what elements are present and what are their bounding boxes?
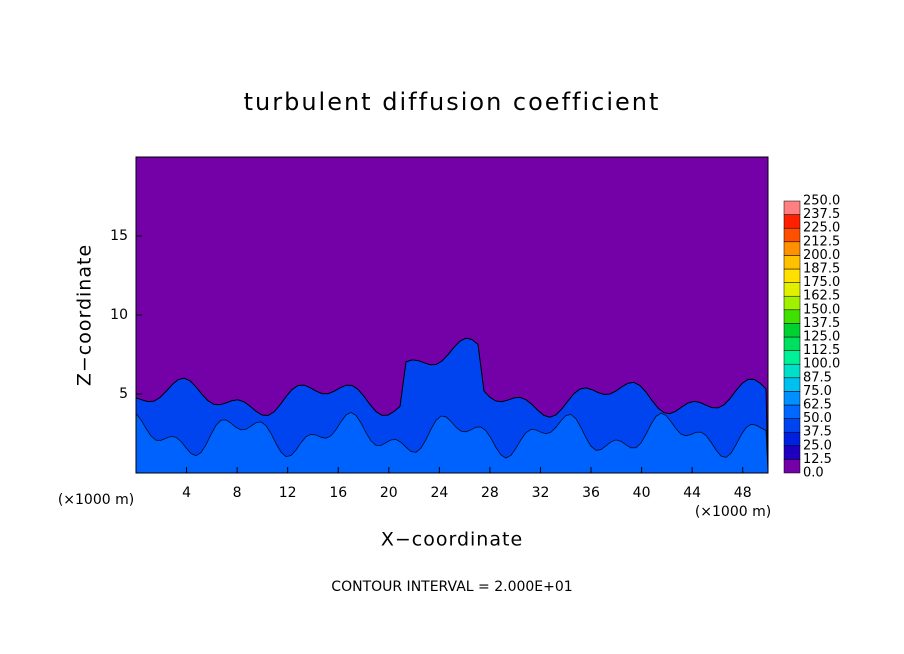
colorbar-label: 50.0 (803, 411, 832, 426)
y-tick-label: 10 (110, 307, 128, 323)
x-tick-label: 48 (734, 485, 752, 501)
colorbar-label: 87.5 (803, 370, 832, 385)
colorbar-bin (783, 282, 801, 297)
colorbar-label: 62.5 (803, 398, 832, 413)
colorbar-label: 175.0 (803, 275, 840, 290)
colorbar-label: 212.5 (803, 234, 840, 249)
y-tick-label: 5 (119, 386, 128, 402)
colorbar-bin (783, 363, 801, 379)
x-tick-label: 32 (532, 485, 550, 501)
colorbar-bin (783, 309, 801, 324)
x-unit-label: (×1000 m) (58, 492, 134, 508)
x-tick-label: 28 (481, 485, 499, 501)
chart-title: turbulent diffusion coefficient (244, 88, 661, 116)
x-tick-label: 20 (380, 485, 398, 501)
x-axis-label: X−coordinate (381, 529, 523, 551)
colorbar-bin (783, 350, 801, 365)
x-tick-label: 12 (279, 485, 297, 501)
y-axis-label: Z−coordinate (74, 244, 96, 386)
colorbar-bin (783, 431, 801, 447)
colorbar-label: 75.0 (803, 384, 832, 399)
colorbar-label: 162.5 (803, 289, 840, 304)
colorbar-bin (783, 227, 801, 243)
colorbar-bin (783, 200, 801, 215)
x-tick-label: 24 (430, 485, 448, 501)
colorbar-label: 187.5 (803, 262, 840, 277)
colorbar-bin (783, 377, 801, 392)
colorbar-bin (783, 391, 801, 406)
colorbar-label: 125.0 (803, 330, 840, 345)
colorbar-bin (783, 336, 801, 351)
colorbar-bin (783, 295, 801, 311)
x-unit-label: (×1000 m) (695, 504, 771, 520)
turbulent-core (135, 411, 769, 474)
colorbar-label: 112.5 (803, 343, 840, 358)
x-tick-label: 40 (633, 485, 651, 501)
colorbar-label: 0.0 (803, 466, 824, 481)
colorbar-label: 225.0 (803, 221, 840, 236)
footer: CONTOUR INTERVAL = 2.000E+01 (331, 579, 572, 595)
colorbar-bin (783, 268, 801, 283)
x-tick-label: 36 (582, 485, 600, 501)
colorbar-label: 237.5 (803, 207, 840, 222)
colorbar-label: 12.5 (803, 452, 832, 467)
y-tick-label: 15 (110, 228, 128, 244)
colorbar-bin (783, 459, 801, 474)
colorbar-bin (783, 241, 801, 256)
colorbar-bin (783, 418, 801, 433)
x-tick-label: 4 (182, 485, 191, 501)
colorbar-label: 150.0 (803, 302, 840, 317)
colorbar-bin (783, 404, 801, 419)
colorbar-label: 200.0 (803, 248, 840, 263)
colorbar-label: 37.5 (803, 425, 832, 440)
colorbar-label: 25.0 (803, 438, 832, 453)
colorbar-bin (783, 323, 801, 338)
colorbar-bin (783, 255, 801, 270)
colorbar-label: 137.5 (803, 316, 840, 331)
colorbar-label: 250.0 (803, 194, 840, 209)
x-tick-label: 44 (683, 485, 701, 501)
x-tick-label: 8 (233, 485, 242, 501)
colorbar-bin (783, 445, 801, 460)
turbulent-layer (135, 337, 769, 474)
field (135, 156, 769, 474)
colorbar-label: 100.0 (803, 357, 840, 372)
x-tick-label: 16 (329, 485, 347, 501)
colorbar-bin (783, 214, 801, 229)
